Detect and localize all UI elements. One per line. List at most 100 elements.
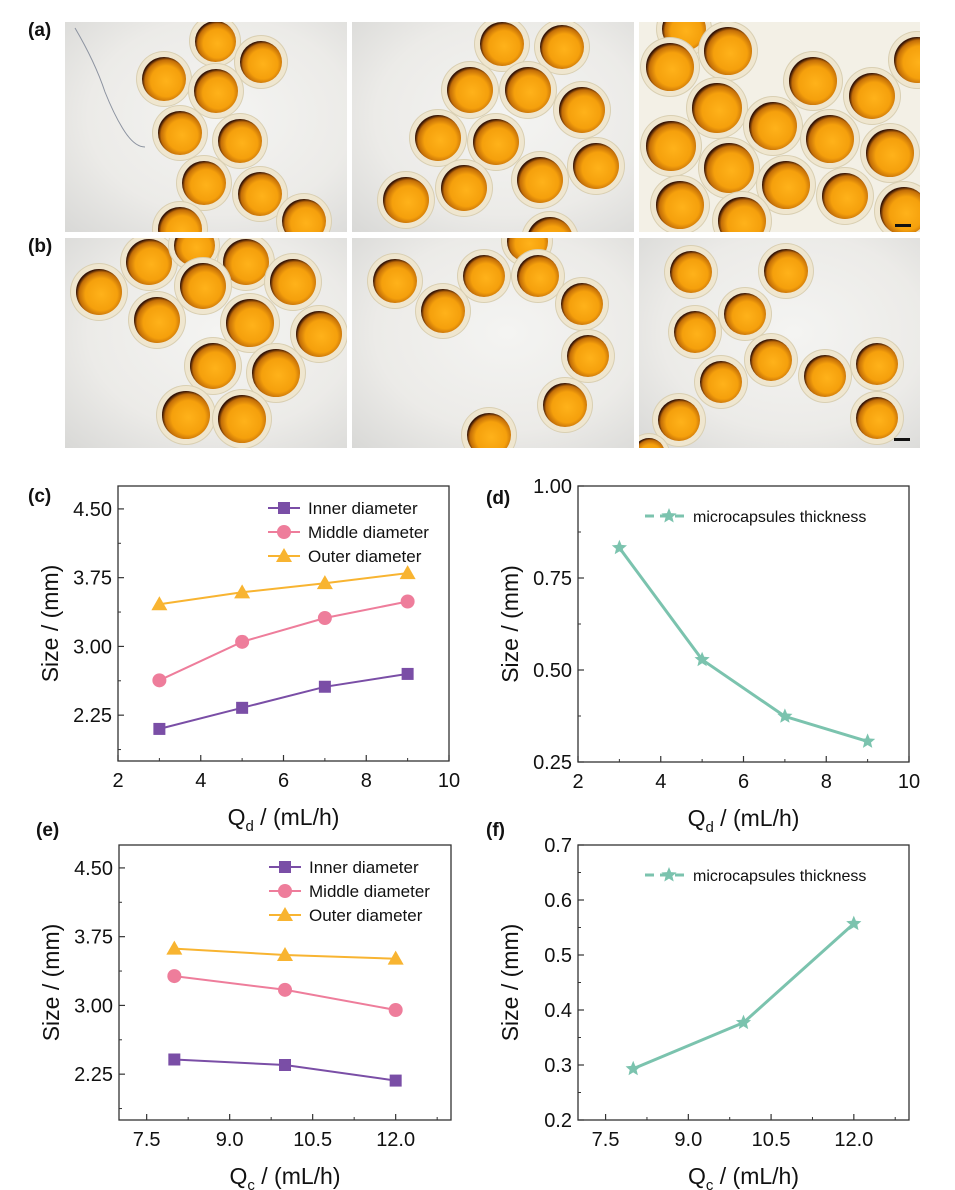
microcapsule bbox=[235, 36, 287, 88]
microcapsule bbox=[844, 68, 900, 124]
legend-label: Outer diameter bbox=[309, 906, 423, 925]
microcapsule bbox=[641, 116, 701, 176]
legend-marker bbox=[277, 907, 293, 921]
microcapsule bbox=[568, 138, 624, 194]
data-point bbox=[777, 708, 793, 723]
legend-item: Inner diameter bbox=[268, 499, 418, 518]
y-tick-label: 0.2 bbox=[544, 1110, 572, 1132]
microcapsule bbox=[213, 390, 271, 448]
legend-item: Inner diameter bbox=[269, 858, 419, 877]
microcapsule bbox=[759, 244, 813, 298]
data-point bbox=[236, 701, 249, 714]
data-point bbox=[278, 982, 292, 997]
x-tick-label: 9.0 bbox=[216, 1129, 244, 1151]
panel-label-c: (c) bbox=[28, 486, 52, 507]
microcapsule bbox=[458, 250, 510, 302]
microcapsule bbox=[653, 394, 705, 446]
micrograph-b3 bbox=[639, 238, 920, 448]
microcapsule bbox=[277, 194, 331, 232]
legend-marker bbox=[279, 861, 291, 873]
micrograph-b2 bbox=[352, 238, 634, 448]
microcapsule bbox=[189, 64, 243, 118]
microcapsule bbox=[462, 408, 516, 448]
microcapsule bbox=[522, 212, 578, 232]
legend-label: Middle diameter bbox=[308, 523, 429, 542]
legend-marker bbox=[278, 884, 292, 898]
x-tick-label: 9.0 bbox=[674, 1129, 702, 1151]
x-tick-label: 12.0 bbox=[376, 1129, 415, 1151]
microcapsule bbox=[699, 138, 759, 198]
micrograph-b1 bbox=[65, 238, 347, 448]
y-tick-label: 4.50 bbox=[73, 499, 112, 521]
fiber-artifact bbox=[74, 27, 146, 148]
legend-marker bbox=[661, 867, 677, 882]
microcapsule bbox=[475, 22, 529, 71]
x-tick-label: 10.5 bbox=[293, 1129, 332, 1151]
microcapsule bbox=[368, 254, 422, 308]
chart-d: 2 4 6 8 10 0.25 0.50 0.75 1.00 Size / (mm) Qd / (m… bbox=[497, 476, 920, 836]
legend-marker bbox=[277, 525, 291, 539]
microcapsule bbox=[378, 172, 434, 228]
microcapsule bbox=[512, 250, 564, 302]
x-tick-label: 6 bbox=[738, 771, 749, 793]
data-point bbox=[151, 596, 168, 611]
data-point bbox=[152, 673, 167, 688]
series-microcapsules-thickness bbox=[625, 915, 862, 1076]
x-tick-label: 8 bbox=[361, 770, 372, 792]
x-tick-label: 12.0 bbox=[834, 1129, 873, 1151]
microcapsule bbox=[554, 82, 610, 138]
chart-c: 2 4 6 8 10 2.25 3.00 3.75 4.50 Size / (mm) Qd / (m… bbox=[37, 485, 460, 835]
microcapsule bbox=[247, 344, 305, 402]
microcapsule bbox=[641, 38, 699, 96]
microcapsule bbox=[265, 254, 321, 310]
microcapsule bbox=[665, 246, 717, 298]
legend-marker bbox=[278, 502, 290, 514]
y-axis-label: Size / (mm) bbox=[37, 565, 63, 683]
microcapsule bbox=[639, 434, 669, 448]
series-line bbox=[632, 922, 855, 1071]
data-point bbox=[400, 594, 415, 609]
panel-label-a: (a) bbox=[28, 20, 52, 41]
data-point bbox=[694, 651, 710, 667]
data-point bbox=[735, 1014, 752, 1030]
y-tick-label: 3.75 bbox=[74, 927, 113, 949]
series-line bbox=[618, 546, 869, 743]
y-tick-label: 2.25 bbox=[74, 1064, 113, 1086]
microcapsule bbox=[562, 330, 614, 382]
microcapsule bbox=[799, 350, 851, 402]
microcapsule bbox=[468, 114, 524, 170]
microcapsule bbox=[213, 114, 267, 168]
microcapsule bbox=[744, 97, 802, 155]
scale-bar bbox=[894, 438, 910, 441]
legend-item: Middle diameter bbox=[268, 523, 429, 542]
legend-label: Outer diameter bbox=[308, 547, 422, 566]
series-outer-diameter bbox=[166, 940, 404, 965]
microcapsule bbox=[442, 62, 498, 118]
y-tick-label: 0.5 bbox=[544, 945, 572, 967]
x-tick-label: 7.5 bbox=[133, 1129, 161, 1151]
microcapsule bbox=[713, 192, 771, 232]
microcapsule bbox=[233, 167, 287, 221]
microcapsule bbox=[651, 176, 709, 232]
x-axis-label: Qd / (mL/h) bbox=[688, 805, 800, 836]
microcapsule bbox=[699, 22, 757, 80]
data-point bbox=[316, 575, 333, 590]
data-point bbox=[611, 539, 627, 555]
y-tick-label: 4.50 bbox=[74, 858, 113, 880]
data-point bbox=[625, 1060, 641, 1076]
microcapsule bbox=[436, 160, 492, 216]
x-axis-label: Qc / (mL/h) bbox=[229, 1163, 340, 1190]
x-tick-label: 2 bbox=[572, 771, 583, 793]
microcapsule bbox=[817, 168, 873, 224]
y-tick-label: 3.00 bbox=[73, 636, 112, 658]
chart-e: 7.5 9.0 10.5 12.0 2.25 3.00 3.75 4.50 Size / (mm… bbox=[38, 844, 452, 1190]
y-tick-label: 0.50 bbox=[533, 660, 572, 682]
y-tick-label: 0.25 bbox=[533, 752, 572, 774]
series-line bbox=[159, 572, 408, 606]
data-point bbox=[279, 1059, 291, 1071]
microcapsule bbox=[177, 156, 231, 210]
micrograph-a2 bbox=[352, 22, 634, 232]
micrograph-a3 bbox=[639, 22, 920, 232]
microcapsule bbox=[556, 278, 608, 330]
